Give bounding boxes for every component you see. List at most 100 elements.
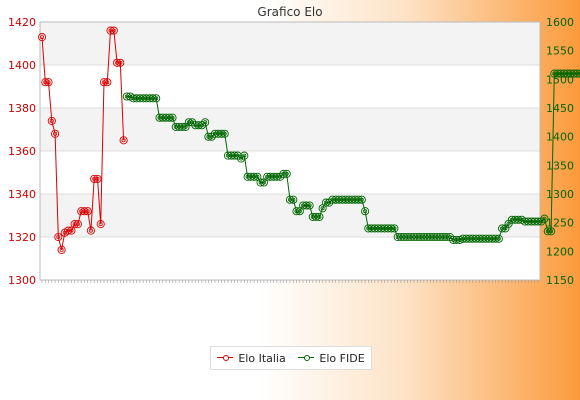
data-point [223,151,233,160]
data-point-inner [359,197,364,202]
right-tick-label: 1250 [546,217,574,230]
chart-title: Grafico Elo [257,5,322,19]
data-point [37,33,47,42]
data-point [413,232,422,242]
data-point [217,129,226,138]
data-point-inner [549,229,554,234]
data-point [142,94,151,103]
data-point [263,172,272,181]
data-point [305,201,314,210]
data-point [406,232,415,242]
data-point [520,217,529,226]
right-tick-label: 1450 [546,102,574,115]
data-point [103,78,112,87]
data-point [393,232,402,242]
data-point [416,232,425,242]
data-point [178,122,187,131]
right-tick-label: 1150 [546,274,574,287]
data-point [113,58,122,67]
data-point-inner [75,222,80,227]
data-point [370,224,379,233]
data-point [299,201,308,210]
data-point-inner [506,221,511,226]
data-point [315,212,324,221]
data-point-inner [49,118,54,123]
data-point [99,78,109,87]
data-point [109,26,118,35]
data-point-inner [578,71,580,76]
data-point [158,113,167,122]
data-point [475,234,484,243]
data-point [494,234,503,243]
data-point [171,122,180,131]
data-point [436,232,445,242]
legend-item-elo-fide[interactable]: Elo FIDE [298,352,365,365]
data-point [191,121,200,130]
data-point [400,232,409,242]
data-point [547,227,556,236]
data-point-inner [297,209,302,214]
series-elo-fide [122,69,580,244]
data-point [250,172,259,181]
data-point-inner [105,80,110,85]
data-point [57,245,66,254]
data-point [328,195,337,204]
data-point-inner [255,174,260,179]
right-tick-label: 1200 [546,245,574,258]
data-point [439,232,448,242]
data-point [344,195,353,204]
data-point [175,122,184,131]
right-tick-label: 1350 [546,159,574,172]
data-point [308,212,317,221]
data-point-inner [85,209,90,214]
data-point [302,201,311,210]
data-point [86,226,95,235]
data-point [491,234,500,243]
data-point-inner [111,28,116,33]
data-point [396,232,405,242]
data-point [135,94,144,103]
data-point [269,172,278,181]
data-point [403,232,412,242]
data-point [129,94,138,103]
data-point [429,232,438,242]
data-point [161,113,171,122]
data-point-inner [183,124,188,129]
data-point [119,136,128,145]
data-point [426,232,435,242]
data-point [44,78,53,87]
data-point [530,217,539,226]
data-point [256,178,265,187]
data-point [351,195,360,204]
data-point-inner [46,80,51,85]
grid-band [40,108,540,151]
data-point [569,69,578,78]
data-point-inner [98,222,103,227]
data-point [471,234,481,243]
data-point [220,129,229,138]
data-point [442,232,451,242]
data-point [214,129,223,138]
data-point [70,220,79,229]
data-point [462,234,471,243]
data-point [458,234,467,243]
data-point [452,235,461,244]
data-point [573,69,580,78]
data-point-inner [203,120,208,125]
data-point [41,78,50,87]
data-point [387,224,396,233]
data-point [139,94,148,103]
data-point [367,224,376,233]
data-point [47,116,56,125]
data-point-inner [392,226,397,231]
left-tick-label: 1420 [8,16,36,29]
data-point [67,226,76,235]
data-point [527,217,536,226]
data-point-inner [69,228,74,233]
data-point [279,169,288,178]
data-point-inner [95,176,100,181]
data-point [488,234,497,243]
legend-item-elo-italia[interactable]: Elo Italia [217,352,286,365]
data-point [96,220,105,229]
data-point [289,195,298,204]
